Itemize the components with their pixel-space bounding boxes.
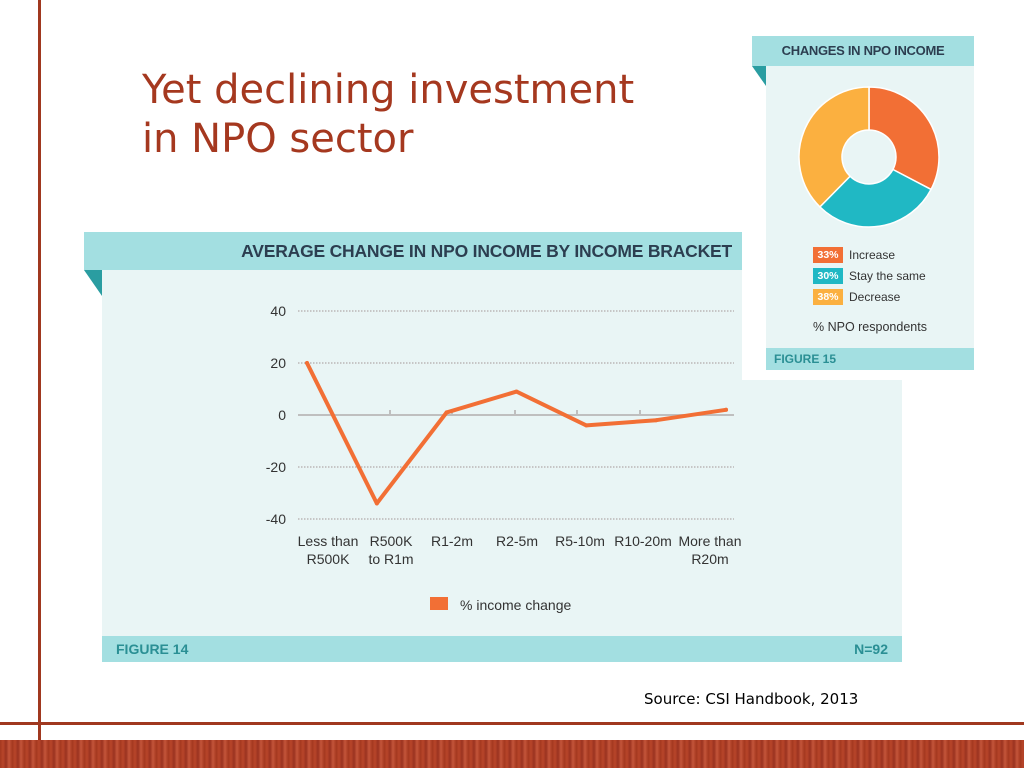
x-tick-label: Less than R500K xyxy=(298,533,359,567)
data-point xyxy=(444,410,449,415)
legend-pct-decrease: 38% xyxy=(813,289,843,305)
legend-label-income-change: % income change xyxy=(460,597,572,613)
slide-title: Yet declining investment in NPO sector xyxy=(142,66,742,164)
figure-15-label: FIGURE 15 xyxy=(774,352,837,366)
donut-slice-increase xyxy=(868,86,940,191)
legend-swatch-income-change xyxy=(430,597,448,610)
donut-legend: 33% Increase 30% Stay the same 38% Decre… xyxy=(813,245,926,308)
donut-slice-decrease xyxy=(798,86,870,208)
legend-label-increase: Increase xyxy=(849,248,896,262)
legend-label-same: Stay the same xyxy=(849,269,926,283)
figure-15-footer: FIGURE 15 xyxy=(766,348,974,370)
data-point xyxy=(654,418,659,423)
figure-15-header-fold xyxy=(752,66,766,86)
y-tick-label: -40 xyxy=(266,511,286,527)
source-citation: Source: CSI Handbook, 2013 xyxy=(644,690,859,708)
y-tick-label: 40 xyxy=(270,303,286,319)
data-point xyxy=(724,407,728,412)
data-point xyxy=(305,361,309,365)
legend-label-decrease: Decrease xyxy=(849,290,901,304)
left-accent-line xyxy=(38,0,41,768)
data-point xyxy=(374,501,379,506)
figure-15-header: CHANGES IN NPO INCOME xyxy=(752,36,974,66)
legend-item-increase: 33% Increase xyxy=(813,245,926,265)
x-tick-label: R500K to R1m xyxy=(368,533,413,567)
figure-14-header-fold xyxy=(84,270,102,296)
respondents-note: % NPO respondents xyxy=(813,320,927,334)
legend-item-same: 30% Stay the same xyxy=(813,266,926,286)
donut-slice-same xyxy=(818,168,933,228)
slide-title-line-1: Yet declining investment xyxy=(142,67,635,113)
figure-14-label: FIGURE 14 xyxy=(116,641,189,657)
legend-item-decrease: 38% Decrease xyxy=(813,287,926,307)
x-tick-label: R10-20m xyxy=(614,533,672,549)
footer-texture-band xyxy=(0,740,1024,768)
legend-pct-same: 30% xyxy=(813,268,843,284)
legend-pct-increase: 33% xyxy=(813,247,843,263)
y-tick-label: -20 xyxy=(266,459,286,475)
x-tick-label: R2-5m xyxy=(496,533,538,549)
slide-title-line-2: in NPO sector xyxy=(142,116,414,162)
y-tick-label: 0 xyxy=(278,407,286,423)
figure-14-header: AVERAGE CHANGE IN NPO INCOME BY INCOME B… xyxy=(84,232,744,270)
figure-14-sample-size: N=92 xyxy=(854,641,888,657)
data-point xyxy=(584,423,589,428)
data-point xyxy=(514,389,519,394)
bottom-accent-line xyxy=(0,722,1024,725)
y-tick-label: 20 xyxy=(270,355,286,371)
x-tick-label: More than R20m xyxy=(678,533,741,567)
figure-14-footer: FIGURE 14 N=92 xyxy=(102,636,902,662)
x-tick-label: R1-2m xyxy=(431,533,473,549)
x-tick-label: R5-10m xyxy=(555,533,605,549)
